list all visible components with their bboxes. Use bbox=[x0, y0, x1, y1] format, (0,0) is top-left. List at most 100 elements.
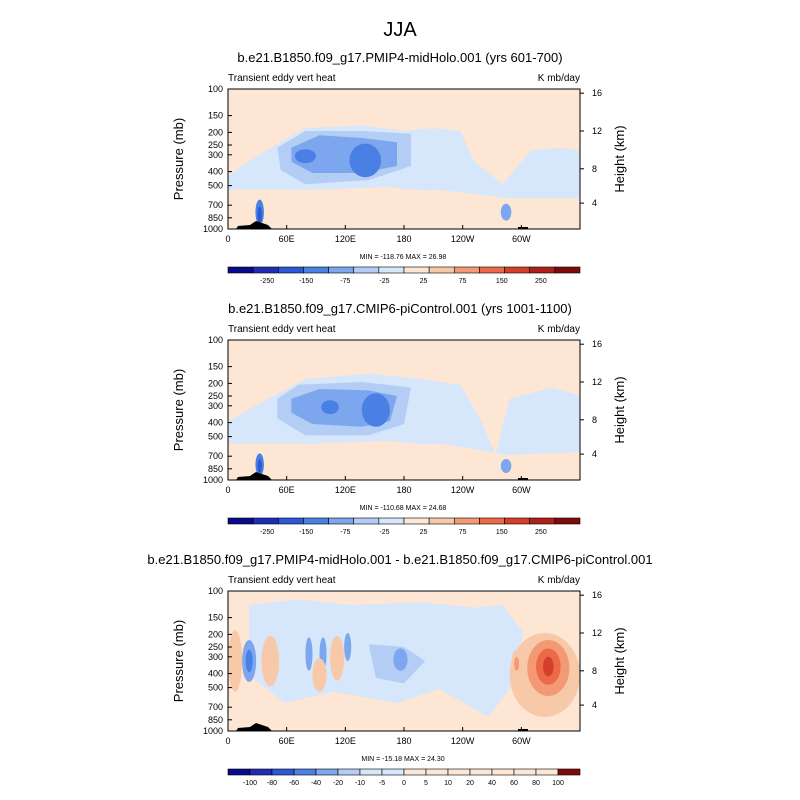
terrain-asia bbox=[236, 723, 272, 731]
colorbar-swatch bbox=[378, 517, 405, 525]
x-tick-label: 60W bbox=[512, 736, 531, 746]
contour-region bbox=[228, 187, 482, 224]
x-tick-label: 120W bbox=[451, 736, 475, 746]
contour-region bbox=[245, 649, 253, 673]
y-tick-label: 700 bbox=[208, 200, 223, 210]
y-tick-label: 100 bbox=[208, 84, 223, 94]
colorbar-swatch bbox=[277, 266, 304, 274]
colorbar-label: -60 bbox=[289, 780, 299, 787]
colorbar-swatch bbox=[403, 266, 430, 274]
terrain-andes bbox=[518, 729, 528, 731]
x-tick-label: 120E bbox=[335, 234, 356, 244]
colorbar-label: 20 bbox=[466, 780, 474, 787]
y-right-axis-title: Height (km) bbox=[612, 125, 627, 192]
y-tick-label: 200 bbox=[208, 629, 223, 639]
y-tick-label: 300 bbox=[208, 150, 223, 160]
colorbar-swatch bbox=[353, 517, 380, 525]
colorbar-swatch bbox=[491, 768, 515, 776]
colorbar-label: 25 bbox=[420, 278, 428, 285]
x-tick-label: 120E bbox=[335, 485, 356, 495]
colorbar-label: -250 bbox=[260, 278, 274, 285]
terrain-andes bbox=[518, 227, 528, 229]
x-tick-label: 0 bbox=[225, 736, 230, 746]
colorbar-swatch bbox=[277, 517, 304, 525]
x-tick-label: 60E bbox=[279, 234, 295, 244]
chart-panel-2: b.e21.B1850.f09_g17.CMIP6-piControl.001 … bbox=[171, 301, 627, 536]
terrain-andes bbox=[518, 478, 528, 480]
colorbar-label: 0 bbox=[402, 780, 406, 787]
y-axis-title: Pressure (mb) bbox=[171, 620, 186, 702]
min-max-stats: MIN = -118.76 MAX = 26.98 bbox=[360, 254, 447, 261]
left-label: Transient eddy vert heat bbox=[228, 575, 336, 586]
colorbar-label: -5 bbox=[379, 780, 385, 787]
y-tick-label: 400 bbox=[208, 669, 223, 679]
colorbar-swatch bbox=[529, 266, 556, 274]
contour-region bbox=[257, 206, 262, 224]
colorbar-label: 40 bbox=[488, 780, 496, 787]
colorbar: -250 -150 -75 -25 25 75 150 250 bbox=[227, 517, 581, 536]
y-tick-label: 250 bbox=[208, 391, 223, 401]
colorbar-swatch bbox=[249, 768, 273, 776]
terrain-asia bbox=[236, 221, 272, 229]
colorbar-label: 80 bbox=[532, 780, 540, 787]
y-tick-label: 400 bbox=[208, 418, 223, 428]
contour-field bbox=[228, 373, 580, 480]
y-right-tick-label: 12 bbox=[592, 628, 602, 638]
y-right-tick-label: 16 bbox=[592, 88, 602, 98]
colorbar-label: -20 bbox=[333, 780, 343, 787]
colorbar-swatch bbox=[425, 768, 449, 776]
y-tick-label: 1000 bbox=[203, 726, 223, 736]
colorbar-label: 25 bbox=[420, 529, 428, 536]
contour-region bbox=[344, 633, 352, 661]
y-tick-label: 200 bbox=[208, 127, 223, 137]
x-tick-label: 180 bbox=[396, 485, 411, 495]
y-tick-label: 250 bbox=[208, 140, 223, 150]
colorbar-swatch bbox=[271, 768, 295, 776]
colorbar-label: -75 bbox=[340, 278, 350, 285]
colorbar-label: -150 bbox=[299, 529, 313, 536]
colorbar-swatch bbox=[303, 266, 329, 274]
y-tick-label: 400 bbox=[208, 167, 223, 177]
colorbar-label: 75 bbox=[459, 278, 467, 285]
colorbar-label: 150 bbox=[496, 529, 508, 536]
colorbar-swatch bbox=[381, 768, 405, 776]
colorbar-label: 250 bbox=[535, 529, 547, 536]
colorbar-label: 250 bbox=[535, 278, 547, 285]
x-tick-label: 120W bbox=[451, 485, 475, 495]
panel-title: b.e21.B1850.f09_g17.PMIP4-midHolo.001 (y… bbox=[237, 50, 562, 65]
colorbar-swatch bbox=[315, 768, 339, 776]
contour-region bbox=[228, 440, 482, 475]
y-axis-title: Pressure (mb) bbox=[171, 369, 186, 451]
colorbar-swatch bbox=[227, 266, 254, 274]
colorbar-swatch bbox=[447, 768, 471, 776]
colorbar-swatch bbox=[453, 266, 480, 274]
right-label: K mb/day bbox=[538, 73, 580, 84]
colorbar-swatch bbox=[252, 517, 279, 525]
colorbar-swatch bbox=[359, 768, 383, 776]
colorbar-label: -40 bbox=[311, 780, 321, 787]
y-right-tick-label: 4 bbox=[592, 700, 597, 710]
y-tick-label: 150 bbox=[208, 111, 223, 121]
y-right-tick-label: 12 bbox=[592, 126, 602, 136]
y-tick-label: 100 bbox=[208, 586, 223, 596]
contour-region bbox=[543, 656, 554, 677]
chart-panel-3: b.e21.B1850.f09_g17.PMIP4-midHolo.001 - … bbox=[147, 552, 652, 787]
y-right-axis-title: Height (km) bbox=[612, 376, 627, 443]
y-tick-label: 300 bbox=[208, 401, 223, 411]
min-max-stats: MIN = -110.68 MAX = 24.68 bbox=[360, 505, 447, 512]
y-tick-label: 850 bbox=[208, 213, 223, 223]
y-tick-label: 500 bbox=[208, 432, 223, 442]
colorbar-swatch bbox=[529, 517, 556, 525]
colorbar-label: -10 bbox=[355, 780, 365, 787]
y-tick-label: 700 bbox=[208, 702, 223, 712]
colorbar: -250 -150 -75 -25 25 75 150 250 bbox=[227, 266, 581, 285]
colorbar-swatch bbox=[227, 768, 251, 776]
colorbar-swatch bbox=[513, 768, 537, 776]
colorbar-swatch bbox=[378, 266, 405, 274]
panels: b.e21.B1850.f09_g17.PMIP4-midHolo.001 (y… bbox=[147, 50, 652, 787]
y-tick-label: 500 bbox=[208, 181, 223, 191]
y-right-axis-title: Height (km) bbox=[612, 627, 627, 694]
colorbar: -100 -80 -60 -40 -20 -10 -5 0 5 10 20 40 60 80 100 bbox=[227, 768, 581, 787]
contour-region bbox=[361, 393, 390, 427]
